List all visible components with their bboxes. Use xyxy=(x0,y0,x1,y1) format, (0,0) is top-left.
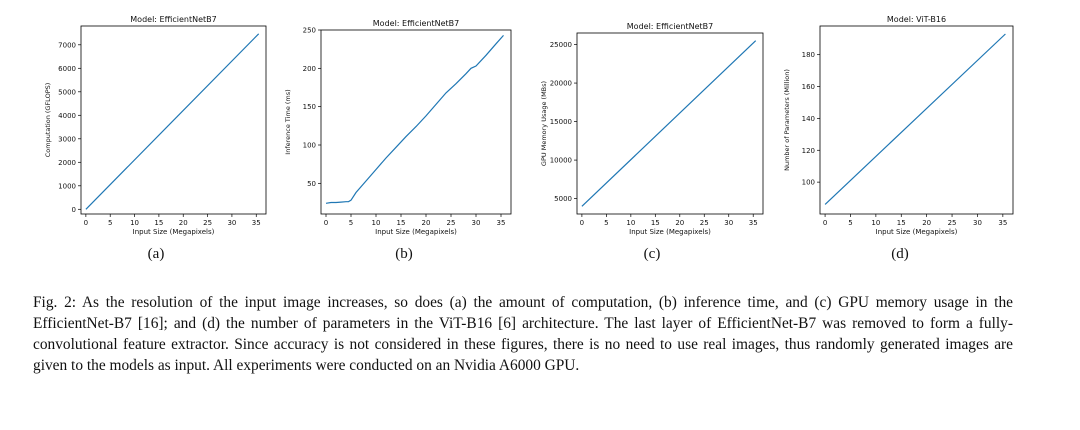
y-tick-label: 0 xyxy=(72,206,76,214)
x-tick-label: 15 xyxy=(897,219,906,227)
x-tick-label: 5 xyxy=(848,219,852,227)
y-tick-label: 200 xyxy=(303,65,316,73)
chart-title: Model: EfficientNetB7 xyxy=(627,22,713,31)
x-tick-label: 10 xyxy=(372,219,381,227)
x-tick-label: 5 xyxy=(349,219,353,227)
subfigure-label-a: (a) xyxy=(147,246,165,262)
y-tick-label: 120 xyxy=(802,147,815,155)
x-tick-label: 35 xyxy=(497,219,506,227)
y-tick-label: 100 xyxy=(802,179,815,187)
figure-caption: Fig. 2: As the resolution of the input i… xyxy=(33,294,1013,374)
series-line xyxy=(824,33,1006,205)
x-tick-label: 35 xyxy=(998,219,1007,227)
x-tick-label: 25 xyxy=(948,219,957,227)
subfigure-label-d: (d) xyxy=(891,246,909,262)
x-tick-label: 10 xyxy=(130,219,139,227)
plot-frame xyxy=(320,29,512,215)
plot-frame xyxy=(819,25,1014,215)
y-axis-label: Computation (GFLOPS) xyxy=(44,83,52,158)
chart-title: Model: EfficientNetB7 xyxy=(373,19,459,28)
x-tick-label: 0 xyxy=(823,219,827,227)
subfigure-label-b: (b) xyxy=(395,246,413,262)
x-tick-label: 5 xyxy=(604,219,608,227)
y-axis-label: Number of Parameters (Million) xyxy=(783,69,791,171)
y-axis-label: Inference Time (ms) xyxy=(284,89,292,154)
y-tick-label: 5000 xyxy=(58,88,76,96)
x-axis-label: Input Size (Megapixels) xyxy=(629,228,711,236)
x-tick-label: 15 xyxy=(397,219,406,227)
y-tick-label: 50 xyxy=(307,180,316,188)
x-tick-label: 35 xyxy=(749,219,758,227)
y-tick-label: 20000 xyxy=(550,80,572,88)
y-tick-label: 250 xyxy=(303,27,316,35)
y-tick-label: 15000 xyxy=(550,118,572,126)
plot-frame xyxy=(576,32,764,215)
subfigure-label-c: (c) xyxy=(643,246,661,262)
x-tick-label: 0 xyxy=(580,219,584,227)
y-tick-label: 4000 xyxy=(58,112,76,120)
x-tick-label: 30 xyxy=(472,219,481,227)
y-tick-label: 10000 xyxy=(550,157,572,165)
x-axis-label: Input Size (Megapixels) xyxy=(133,228,215,236)
y-tick-label: 5000 xyxy=(554,195,572,203)
x-tick-label: 20 xyxy=(422,219,431,227)
x-tick-label: 0 xyxy=(84,219,88,227)
y-axis-label: GPU Memory Usage (MBs) xyxy=(540,81,548,166)
x-axis-label: Input Size (Megapixels) xyxy=(375,228,457,236)
y-tick-label: 6000 xyxy=(58,65,76,73)
x-tick-label: 30 xyxy=(724,219,733,227)
chart-title: Model: EfficientNetB7 xyxy=(130,15,216,24)
x-tick-label: 20 xyxy=(179,219,188,227)
x-tick-label: 25 xyxy=(447,219,456,227)
series-line xyxy=(581,40,757,207)
x-tick-label: 10 xyxy=(626,219,635,227)
x-tick-label: 5 xyxy=(108,219,112,227)
y-tick-label: 25000 xyxy=(550,41,572,49)
chart-title: Model: ViT-B16 xyxy=(887,15,946,24)
y-tick-label: 160 xyxy=(802,83,815,91)
y-tick-label: 3000 xyxy=(58,135,76,143)
plot-frame xyxy=(80,25,267,215)
x-axis-label: Input Size (Megapixels) xyxy=(876,228,958,236)
x-tick-label: 15 xyxy=(651,219,660,227)
x-tick-label: 15 xyxy=(154,219,163,227)
x-tick-label: 10 xyxy=(871,219,880,227)
y-tick-label: 150 xyxy=(303,103,316,111)
x-tick-label: 35 xyxy=(252,219,261,227)
series-line xyxy=(325,35,504,204)
x-tick-label: 0 xyxy=(324,219,328,227)
series-line xyxy=(85,33,260,210)
x-tick-label: 25 xyxy=(203,219,212,227)
x-tick-label: 25 xyxy=(700,219,709,227)
x-tick-label: 20 xyxy=(922,219,931,227)
y-tick-label: 7000 xyxy=(58,41,76,49)
x-tick-label: 30 xyxy=(973,219,982,227)
y-tick-label: 2000 xyxy=(58,159,76,167)
y-tick-label: 100 xyxy=(303,142,316,150)
x-tick-label: 30 xyxy=(227,219,236,227)
y-tick-label: 140 xyxy=(802,115,815,123)
y-tick-label: 1000 xyxy=(58,182,76,190)
y-tick-label: 180 xyxy=(802,51,815,59)
x-tick-label: 20 xyxy=(675,219,684,227)
